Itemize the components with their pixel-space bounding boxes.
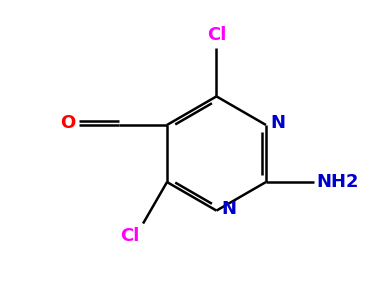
Text: N: N — [221, 200, 236, 218]
Text: Cl: Cl — [120, 227, 140, 245]
Text: O: O — [60, 114, 75, 132]
Text: Cl: Cl — [207, 26, 226, 44]
Text: N: N — [270, 114, 285, 132]
Text: NH2: NH2 — [317, 173, 359, 191]
